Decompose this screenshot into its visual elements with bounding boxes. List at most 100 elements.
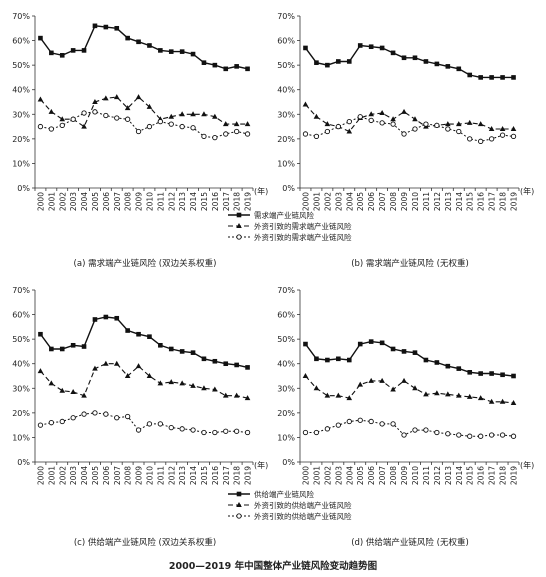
series-3-point [412, 427, 418, 433]
x-tick-label: 2001 [47, 466, 56, 485]
x-tick-label: 2013 [444, 192, 453, 211]
series-3-point [135, 128, 142, 135]
series-2-point [146, 103, 153, 109]
series-1-point [325, 62, 330, 68]
x-tick-label: 2018 [233, 466, 242, 485]
series-2-point [423, 391, 429, 397]
y-tick-label: 30% [12, 110, 30, 119]
series-1-point [368, 44, 374, 50]
legend-swatch-marker [236, 491, 242, 497]
x-tick-label: 2007 [378, 466, 387, 485]
series-1-point [201, 60, 207, 65]
series-3-point [324, 128, 331, 135]
x-tick-label: 2018 [233, 192, 242, 211]
series-3-point [70, 116, 76, 122]
series-2-point [445, 121, 451, 127]
series-3-point [168, 424, 174, 431]
series-3-point [223, 428, 229, 434]
series-1-point [81, 48, 87, 53]
series-line-3 [305, 419, 514, 437]
series-2-point [477, 121, 484, 127]
x-tick-label: 2009 [135, 192, 144, 211]
y-tick-label: 40% [12, 360, 30, 369]
chart-panel-a: 0%10%20%30%40%50%60%70%2000 2001 2002 2003 2… [12, 12, 268, 269]
series-3-point [48, 420, 54, 426]
series-2-point [401, 108, 407, 114]
series-2-point [212, 113, 218, 119]
series-1-point [423, 59, 429, 64]
series-1-point [212, 62, 218, 68]
y-tick-label: 60% [12, 37, 30, 46]
series-3-point [346, 418, 352, 425]
panel-caption: (c) 供给端产业链风险 (双边关系权重) [74, 537, 216, 548]
series-2-point [212, 386, 218, 392]
x-tick-label: 2002 [323, 466, 332, 485]
series-3-point [201, 133, 207, 140]
series-3-point [146, 421, 153, 427]
series-1-point [423, 357, 429, 363]
x-tick-label: 2008 [389, 192, 398, 211]
series-3-point [103, 112, 109, 119]
x-tick-label: 2013 [444, 466, 453, 485]
series-3-point [335, 123, 341, 130]
series-3-point [201, 429, 207, 436]
x-tick-label: 2011 [156, 192, 165, 211]
y-tick-label: 0% [282, 458, 295, 467]
x-tick-label: 2010 [411, 192, 420, 211]
series-3-point [114, 115, 120, 121]
series-1-point [234, 362, 239, 368]
series-2-point [222, 121, 229, 127]
x-tick-label: 2016 [477, 466, 486, 485]
series-1-point [168, 346, 174, 352]
series-3-point [190, 427, 196, 433]
series-2-point [48, 380, 55, 386]
series-1-point [478, 75, 483, 80]
series-3-point [212, 134, 218, 141]
series-1-point [38, 35, 43, 41]
series-2-point [201, 385, 207, 391]
series-1-point [325, 357, 330, 363]
x-tick-label: 2015 [200, 192, 209, 211]
x-tick-label: 2015 [466, 466, 475, 485]
series-1-point [245, 365, 250, 370]
x-tick-label: 2017 [488, 192, 497, 211]
y-tick-label: 10% [12, 433, 30, 442]
x-tick-label: 2001 [47, 192, 56, 211]
legend-label: 外资引致的需求端产业链风险 [254, 221, 352, 231]
x-tick-label: 2013 [178, 192, 187, 211]
series-3-point [244, 131, 251, 137]
series-3-point [59, 418, 65, 425]
series-2-point [412, 385, 418, 391]
y-tick-label: 50% [12, 335, 30, 344]
x-tick-label: 2007 [378, 192, 387, 211]
series-3-point [423, 121, 429, 127]
series-1-point [511, 373, 516, 379]
series-3-point [445, 431, 451, 437]
x-tick-label: 2016 [477, 192, 486, 211]
x-tick-label: 2005 [356, 192, 365, 211]
x-tick-label: 2003 [69, 466, 78, 485]
series-1-point [379, 340, 385, 346]
x-tick-label: 2009 [400, 466, 409, 485]
series-3-point [335, 422, 341, 428]
series-2-point [324, 121, 331, 127]
series-2-point [146, 373, 153, 378]
series-3-point [157, 119, 164, 125]
y-tick-label: 40% [277, 360, 295, 369]
y-tick-label: 60% [12, 311, 30, 320]
series-1-point [489, 75, 494, 80]
series-3-point [212, 429, 218, 436]
series-1-point [103, 24, 109, 30]
series-2-point [179, 380, 185, 386]
series-2-point [48, 108, 55, 114]
series-2-point [510, 400, 517, 406]
series-1-point [158, 48, 163, 53]
y-tick-label: 50% [12, 61, 30, 70]
x-tick-label: 2014 [189, 192, 198, 211]
y-tick-label: 10% [277, 433, 295, 442]
series-3-point [499, 432, 506, 438]
x-tick-label: 2010 [145, 466, 154, 485]
series-1-point [70, 342, 76, 348]
y-tick-label: 70% [277, 286, 295, 295]
x-tick-label: 2005 [356, 466, 365, 485]
